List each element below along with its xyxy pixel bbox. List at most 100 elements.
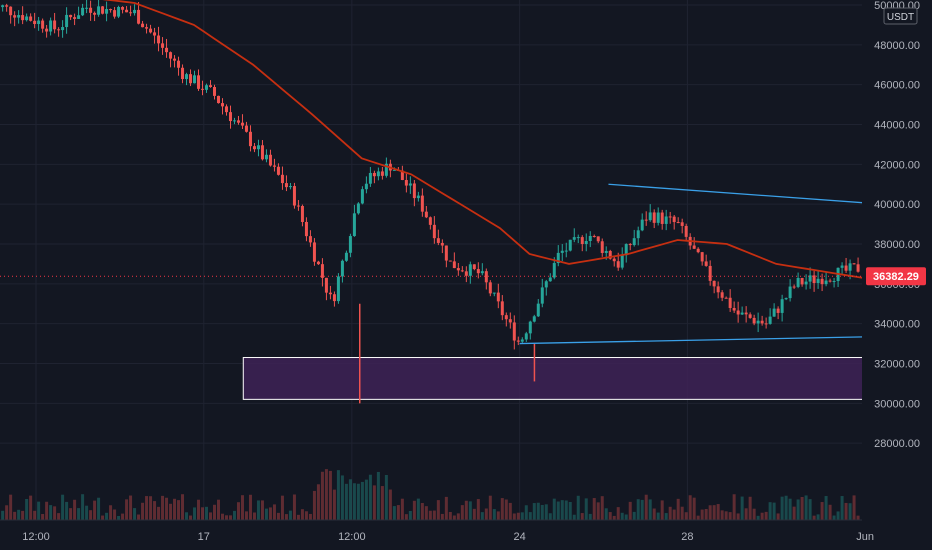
volume-bar: [276, 512, 280, 520]
candle-body: [17, 15, 21, 18]
volume-bar: [9, 494, 13, 520]
candle-body: [832, 281, 836, 283]
candle-body: [620, 255, 624, 268]
candle-body: [149, 28, 153, 33]
volume-bar: [376, 471, 380, 520]
candle-body: [320, 264, 324, 278]
candle-body: [185, 74, 189, 80]
volume-bar: [656, 512, 660, 520]
volume-bar: [332, 489, 336, 520]
volume-bar: [85, 505, 89, 520]
candle-body: [576, 237, 580, 239]
candle-body: [244, 125, 248, 132]
candle-body: [316, 261, 320, 265]
volume-bar: [408, 510, 412, 520]
candle-body: [173, 58, 177, 61]
candle-body: [500, 301, 504, 316]
trendlines[interactable]: [519, 183, 932, 345]
volume-bar: [720, 510, 724, 520]
volume-bar: [5, 505, 9, 520]
volume-bar: [796, 499, 800, 520]
candle-body: [684, 225, 688, 237]
candle-body: [584, 241, 588, 245]
candle-body: [376, 171, 380, 177]
candle-body: [480, 271, 484, 274]
candle-body: [756, 320, 760, 324]
candle-body: [61, 27, 65, 31]
volume-bar: [169, 503, 173, 520]
candle-body: [764, 323, 768, 325]
candle-body: [205, 85, 209, 90]
volume-bar: [137, 514, 141, 520]
volume-bar: [584, 498, 588, 520]
volume-bar: [21, 510, 25, 520]
volume-bar: [388, 489, 392, 520]
volume-bar: [432, 510, 436, 520]
candle-body: [312, 242, 316, 262]
volume-bar: [788, 498, 792, 520]
y-tick-label: 46000.00: [874, 80, 920, 92]
volume-bar: [428, 510, 432, 520]
volume-bar: [304, 511, 308, 520]
last-price-badge-box: [866, 267, 926, 286]
x-tick-label: 24: [514, 531, 526, 543]
volume-bar: [324, 469, 328, 520]
y-tick-label: 42000.00: [874, 159, 920, 171]
volume-bar: [69, 508, 73, 520]
candle-body: [113, 10, 117, 17]
volume-bar: [149, 496, 153, 520]
candle-body: [420, 195, 424, 212]
candle-body: [568, 239, 572, 251]
candle-body: [137, 9, 141, 24]
candle-body: [13, 15, 17, 18]
y-axis[interactable]: 50000.0048000.0046000.0044000.0042000.00…: [862, 0, 932, 520]
y-tick-label: 38000.00: [874, 239, 920, 251]
volume-bar: [344, 483, 348, 520]
volume-bar: [760, 512, 764, 520]
candle-body: [432, 224, 436, 239]
trendline-lower: [519, 334, 932, 345]
candle-body: [604, 250, 608, 253]
volume-bar: [153, 501, 157, 520]
volume-bar: [756, 515, 760, 520]
volume-bar: [516, 512, 520, 520]
candle-body: [129, 12, 133, 14]
volume-bar: [396, 505, 400, 520]
candle-body: [292, 186, 296, 206]
x-tick-label: 12:00: [338, 531, 366, 543]
volume-bar: [444, 496, 448, 520]
support-zone[interactable]: [242, 357, 932, 400]
candle-body: [704, 261, 708, 266]
candle-body: [616, 261, 620, 268]
volume-bar: [236, 502, 240, 520]
candle-body: [324, 277, 328, 293]
volume-bar: [360, 481, 364, 520]
volume-bar: [532, 503, 536, 520]
volume-bar: [264, 508, 268, 520]
volume-bar: [368, 474, 372, 520]
candle-body: [73, 17, 77, 19]
volume-bar: [125, 499, 129, 520]
volume-bar: [664, 513, 668, 520]
volume-bar: [356, 483, 360, 520]
volume-bar: [25, 498, 29, 520]
candle-body: [692, 245, 696, 249]
candle-body: [69, 14, 73, 18]
volume-bar: [484, 508, 488, 520]
volume-bar: [312, 490, 316, 520]
candle-body: [564, 250, 568, 252]
volume-bar: [284, 514, 288, 520]
volume-bar: [181, 494, 185, 520]
candle-body: [109, 9, 113, 11]
candle-body: [632, 238, 636, 246]
volume-bar: [548, 513, 552, 520]
currency-badge[interactable]: USDT: [883, 7, 918, 25]
candle-body: [161, 43, 165, 48]
volume-bar: [209, 512, 213, 520]
candle-body: [592, 235, 596, 237]
candle-body: [272, 165, 276, 167]
volume-bar: [508, 502, 512, 520]
volume-bar: [832, 515, 836, 520]
